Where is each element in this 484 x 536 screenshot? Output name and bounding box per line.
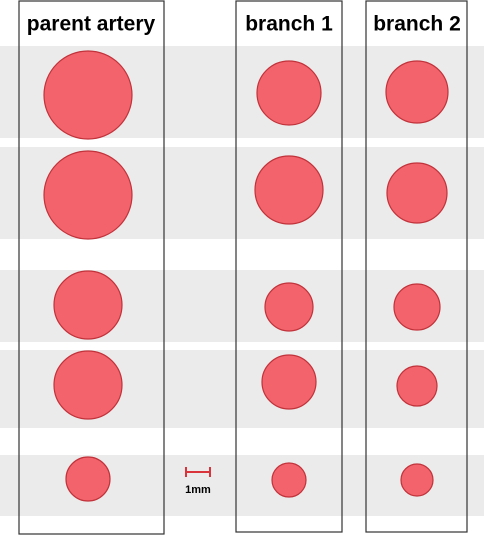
- vessel-section: [261, 354, 317, 410]
- vessel-section: [271, 462, 307, 498]
- vessel-section: [264, 282, 314, 332]
- column-box: [365, 0, 468, 533]
- vessel-section: [393, 283, 441, 331]
- vessel-section: [65, 456, 111, 502]
- scale-label: 1mm: [185, 484, 211, 496]
- column-header: parent artery: [27, 13, 156, 36]
- vessel-section: [396, 365, 438, 407]
- vessel-section: [400, 463, 434, 497]
- column-header: branch 2: [373, 13, 461, 36]
- column-boxes: [18, 0, 468, 535]
- vessel-section: [256, 60, 322, 126]
- scale-bar: 1mm: [185, 467, 211, 496]
- vessel-section: [43, 150, 133, 240]
- vessel-section: [43, 50, 133, 140]
- vessel-section: [386, 162, 448, 224]
- column-box: [18, 0, 165, 535]
- column-header: branch 1: [245, 13, 333, 36]
- vessel-section: [53, 350, 123, 420]
- vessel-section: [385, 60, 449, 124]
- column-box: [235, 0, 343, 533]
- vessels: [43, 50, 449, 502]
- vessel-section: [53, 270, 123, 340]
- vessel-section: [254, 155, 324, 225]
